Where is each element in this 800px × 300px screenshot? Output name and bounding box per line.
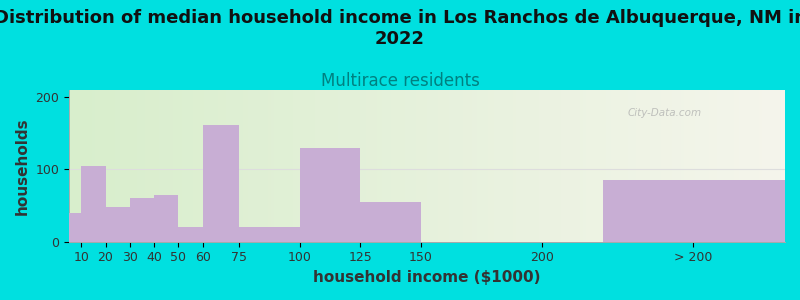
Bar: [360, 202, 421, 242]
Bar: [69, 213, 82, 242]
Bar: [130, 198, 154, 242]
Text: Multirace residents: Multirace residents: [321, 72, 479, 90]
Text: Distribution of median household income in Los Ranchos de Albuquerque, NM in
202: Distribution of median household income …: [0, 9, 800, 48]
Bar: [202, 125, 239, 242]
Bar: [300, 148, 360, 242]
Bar: [154, 195, 178, 242]
Text: City-Data.com: City-Data.com: [627, 108, 702, 118]
Y-axis label: households: households: [15, 117, 30, 215]
X-axis label: household income ($1000): household income ($1000): [314, 270, 541, 285]
Bar: [106, 207, 130, 242]
Bar: [178, 227, 202, 242]
Bar: [603, 180, 785, 242]
Bar: [82, 166, 106, 242]
Bar: [239, 227, 300, 242]
